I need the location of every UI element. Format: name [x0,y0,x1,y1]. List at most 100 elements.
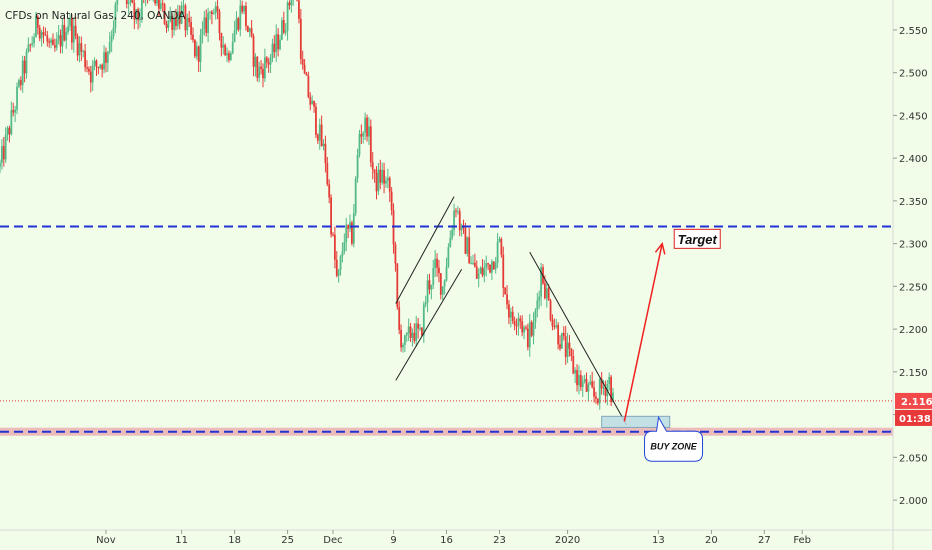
candle-body [193,39,196,57]
time-tick-label: 23 [493,535,506,546]
candle-body [515,325,518,327]
candle-body [326,163,329,185]
candle-body [91,65,94,83]
candle-body [186,17,189,31]
candle-body [18,80,20,87]
candle-body [477,273,480,279]
candle-body [158,0,160,9]
candle-body [386,177,389,181]
candle-body [46,35,49,42]
candle-body [492,261,495,270]
candle-body [430,284,433,290]
candle-body [273,43,276,53]
candle-body [271,43,274,59]
candle-body [112,27,115,37]
candle-body [42,32,45,35]
candle-body [224,44,227,56]
candle-body [525,327,527,329]
candle-body [78,43,81,56]
candle-body [80,43,83,52]
channel-lower-line[interactable] [395,269,463,381]
candle-body [402,344,404,348]
candle-body [468,237,471,264]
candle-body [245,5,247,27]
candle-body [76,36,79,56]
candle-body [354,178,357,214]
candle-body [12,110,15,113]
candle-body [184,5,187,31]
candle-body [407,326,410,333]
buy-zone-box[interactable] [601,415,671,428]
candle-body [61,24,64,47]
candle-body [269,58,272,65]
buy-zone-callout[interactable] [644,415,704,462]
candle-body [161,3,164,5]
candle-body [303,64,306,74]
time-axis[interactable]: Nov 11 18 25 Dec 9 16 23 2020 13 20 27 Feb [96,530,811,546]
candle-body [574,370,577,374]
candle-body [536,300,539,311]
candle-body [460,225,463,231]
candle-body [409,326,412,338]
candle-body [332,234,334,236]
candle-body [67,26,70,33]
falling-trendline[interactable] [529,251,628,426]
candle-body [0,162,1,167]
candle-body [581,381,584,388]
candle-body [403,335,406,345]
candle-body [358,134,361,155]
target-label-box[interactable] [673,228,721,249]
candle-body [504,287,507,295]
candle-body [210,11,213,15]
candle-body [496,241,499,263]
candle-body [99,64,102,69]
candle-body [473,262,476,267]
candle-body [464,228,467,254]
price-tick-label: 2.000 [899,496,928,507]
candle-body [506,294,508,305]
candle-body [282,20,285,33]
candle-body [413,332,416,342]
candle-body [375,172,378,192]
candle-body [23,60,26,74]
candle-body [8,127,11,135]
candle-body [494,262,497,270]
candle-body [57,35,60,40]
candle-body [125,0,128,4]
price-tick-label: 2.200 [899,325,928,336]
candle-body [445,266,448,281]
candle-body [165,24,168,28]
price-tick-label: 2.050 [899,453,928,464]
overlays-layer [0,196,893,436]
candle-body [447,247,450,267]
candle-body [301,59,304,65]
candle-body [341,251,344,257]
candle-body [390,191,393,211]
candle-body [192,34,194,40]
candle-body [205,17,208,33]
candle-body [197,46,200,62]
price-tick-label: 2.550 [899,26,928,37]
candle-body [526,328,529,348]
candle-body [95,60,98,67]
candle-body [593,387,595,397]
price-axis[interactable]: 2.550 2.500 2.450 2.400 2.350 2.300 2.250 2.200… [893,26,932,507]
candle-body [89,71,92,83]
candle-body [443,280,446,287]
candle-body [163,4,166,25]
candle-body [279,39,281,50]
channel-upper-line[interactable] [395,196,455,304]
candle-body [562,332,565,337]
time-tick-label: 13 [652,535,665,546]
price-tick-label: 2.400 [899,154,928,165]
countdown-badge [895,409,932,426]
target-arrow-line[interactable] [623,243,663,422]
candle-body [451,229,454,238]
candle-body [10,110,13,135]
candle-body [36,16,39,28]
price-tick-label: 2.500 [899,69,928,80]
candle-body [523,327,525,333]
candle-body [106,51,109,63]
candle-body [405,332,408,336]
